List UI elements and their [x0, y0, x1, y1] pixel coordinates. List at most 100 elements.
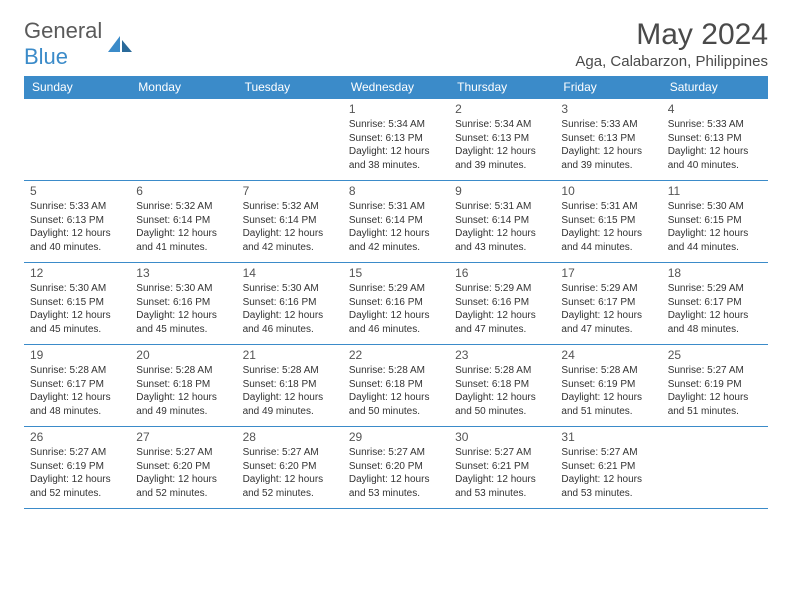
- day-cell: 21 Sunrise: 5:28 AMSunset: 6:18 PMDayligh…: [237, 345, 343, 427]
- day-cell: 2 Sunrise: 5:34 AMSunset: 6:13 PMDaylight…: [449, 99, 555, 181]
- day-header-monday: Monday: [130, 76, 236, 99]
- day-cell: 13Sunrise: 5:30 AMSunset: 6:16 PMDayligh…: [130, 263, 236, 345]
- day-number: 6: [136, 184, 230, 198]
- day-header-tuesday: Tuesday: [237, 76, 343, 99]
- day-number: 18: [668, 266, 762, 280]
- day-number: 7: [243, 184, 337, 198]
- day-info: Sunrise: 5:30 AMSunset: 6:16 PMDaylight:…: [243, 282, 337, 336]
- logo-text-2: Blue: [24, 44, 68, 69]
- day-number: 13: [136, 266, 230, 280]
- day-cell: 26 Sunrise: 5:27 AMSunset: 6:19 PMDayligh…: [24, 427, 130, 509]
- day-header-friday: Friday: [555, 76, 661, 99]
- day-info: Sunrise: 5:29 AMSunset: 6:17 PMDaylight:…: [561, 282, 655, 336]
- day-cell: 31Sunrise: 5:27 AMSunset: 6:21 PMDayligh…: [555, 427, 661, 509]
- day-number: 15: [349, 266, 443, 280]
- day-number: 8: [349, 184, 443, 198]
- day-cell: 29Sunrise: 5:27 AMSunset: 6:20 PMDayligh…: [343, 427, 449, 509]
- day-info: Sunrise: 5:27 AMSunset: 6:21 PMDaylight:…: [561, 446, 655, 500]
- month-title: May 2024: [575, 18, 768, 51]
- week-row: 1Sunrise: 5:34 AMSunset: 6:13 PMDaylight…: [24, 99, 768, 181]
- day-cell: 9Sunrise: 5:31 AMSunset: 6:14 PMDaylight…: [449, 181, 555, 263]
- day-info: Sunrise: 5:30 AMSunset: 6:15 PMDaylight:…: [668, 200, 762, 254]
- day-number: 25: [668, 348, 762, 362]
- title-block: May 2024 Aga, Calabarzon, Philippines: [575, 18, 768, 70]
- logo-sail-icon: [106, 34, 134, 54]
- day-info: Sunrise: 5:28 AMSunset: 6:17 PMDaylight:…: [30, 364, 124, 418]
- day-cell: 17 Sunrise: 5:29 AMSunset: 6:17 PMDayligh…: [555, 263, 661, 345]
- day-info: Sunrise: 5:27 AMSunset: 6:20 PMDaylight:…: [136, 446, 230, 500]
- day-cell: 22 Sunrise: 5:28 AMSunset: 6:18 PMDayligh…: [343, 345, 449, 427]
- day-info: Sunrise: 5:29 AMSunset: 6:17 PMDaylight:…: [668, 282, 762, 336]
- day-cell: 18 Sunrise: 5:29 AMSunset: 6:17 PMDayligh…: [662, 263, 768, 345]
- day-info: Sunrise: 5:27 AMSunset: 6:20 PMDaylight:…: [243, 446, 337, 500]
- day-number: 28: [243, 430, 337, 444]
- day-info: Sunrise: 5:29 AMSunset: 6:16 PMDaylight:…: [349, 282, 443, 336]
- week-row: 5Sunrise: 5:33 AMSunset: 6:13 PMDaylight…: [24, 181, 768, 263]
- day-info: Sunrise: 5:31 AMSunset: 6:14 PMDaylight:…: [349, 200, 443, 254]
- day-number: 17: [561, 266, 655, 280]
- day-number: 16: [455, 266, 549, 280]
- day-cell: [662, 427, 768, 509]
- day-header-wednesday: Wednesday: [343, 76, 449, 99]
- day-info: Sunrise: 5:32 AMSunset: 6:14 PMDaylight:…: [243, 200, 337, 254]
- day-cell: 28 Sunrise: 5:27 AMSunset: 6:20 PMDayligh…: [237, 427, 343, 509]
- day-cell: 7 Sunrise: 5:32 AMSunset: 6:14 PMDaylight…: [237, 181, 343, 263]
- day-info: Sunrise: 5:33 AMSunset: 6:13 PMDaylight:…: [561, 118, 655, 172]
- day-number: 22: [349, 348, 443, 362]
- day-info: Sunrise: 5:29 AMSunset: 6:16 PMDaylight:…: [455, 282, 549, 336]
- header: General Blue May 2024 Aga, Calabarzon, P…: [24, 18, 768, 70]
- day-cell: 15 Sunrise: 5:29 AMSunset: 6:16 PMDayligh…: [343, 263, 449, 345]
- calendar-table: Sunday Monday Tuesday Wednesday Thursday…: [24, 76, 768, 509]
- location-text: Aga, Calabarzon, Philippines: [575, 53, 768, 70]
- day-header-thursday: Thursday: [449, 76, 555, 99]
- day-info: Sunrise: 5:28 AMSunset: 6:18 PMDaylight:…: [243, 364, 337, 418]
- day-cell: 25 Sunrise: 5:27 AMSunset: 6:19 PMDayligh…: [662, 345, 768, 427]
- day-number: 27: [136, 430, 230, 444]
- day-header-saturday: Saturday: [662, 76, 768, 99]
- day-number: 29: [349, 430, 443, 444]
- day-number: 14: [243, 266, 337, 280]
- week-row: 12Sunrise: 5:30 AMSunset: 6:15 PMDayligh…: [24, 263, 768, 345]
- day-info: Sunrise: 5:28 AMSunset: 6:18 PMDaylight:…: [136, 364, 230, 418]
- day-number: 21: [243, 348, 337, 362]
- day-cell: 24 Sunrise: 5:28 AMSunset: 6:19 PMDayligh…: [555, 345, 661, 427]
- day-cell: 4Sunrise: 5:33 AMSunset: 6:13 PMDaylight…: [662, 99, 768, 181]
- day-info: Sunrise: 5:27 AMSunset: 6:19 PMDaylight:…: [668, 364, 762, 418]
- day-number: 11: [668, 184, 762, 198]
- day-info: Sunrise: 5:27 AMSunset: 6:21 PMDaylight:…: [455, 446, 549, 500]
- day-info: Sunrise: 5:28 AMSunset: 6:19 PMDaylight:…: [561, 364, 655, 418]
- week-row: 26 Sunrise: 5:27 AMSunset: 6:19 PMDayligh…: [24, 427, 768, 509]
- logo-text-1: General: [24, 18, 102, 43]
- day-cell: 11 Sunrise: 5:30 AMSunset: 6:15 PMDayligh…: [662, 181, 768, 263]
- day-number: 3: [561, 102, 655, 116]
- day-header-sunday: Sunday: [24, 76, 130, 99]
- week-row: 19Sunrise: 5:28 AMSunset: 6:17 PMDayligh…: [24, 345, 768, 427]
- day-header-row: Sunday Monday Tuesday Wednesday Thursday…: [24, 76, 768, 99]
- day-cell: 5Sunrise: 5:33 AMSunset: 6:13 PMDaylight…: [24, 181, 130, 263]
- day-number: 26: [30, 430, 124, 444]
- day-info: Sunrise: 5:28 AMSunset: 6:18 PMDaylight:…: [455, 364, 549, 418]
- day-number: 23: [455, 348, 549, 362]
- day-number: 2: [455, 102, 549, 116]
- day-number: 12: [30, 266, 124, 280]
- day-info: Sunrise: 5:34 AMSunset: 6:13 PMDaylight:…: [349, 118, 443, 172]
- day-number: 4: [668, 102, 762, 116]
- day-cell: 14 Sunrise: 5:30 AMSunset: 6:16 PMDayligh…: [237, 263, 343, 345]
- day-number: 24: [561, 348, 655, 362]
- day-info: Sunrise: 5:31 AMSunset: 6:15 PMDaylight:…: [561, 200, 655, 254]
- day-info: Sunrise: 5:32 AMSunset: 6:14 PMDaylight:…: [136, 200, 230, 254]
- day-cell: 12Sunrise: 5:30 AMSunset: 6:15 PMDayligh…: [24, 263, 130, 345]
- day-cell: 19Sunrise: 5:28 AMSunset: 6:17 PMDayligh…: [24, 345, 130, 427]
- day-number: 5: [30, 184, 124, 198]
- day-number: 20: [136, 348, 230, 362]
- day-cell: 1Sunrise: 5:34 AMSunset: 6:13 PMDaylight…: [343, 99, 449, 181]
- day-info: Sunrise: 5:28 AMSunset: 6:18 PMDaylight:…: [349, 364, 443, 418]
- day-info: Sunrise: 5:27 AMSunset: 6:19 PMDaylight:…: [30, 446, 124, 500]
- day-number: 10: [561, 184, 655, 198]
- day-number: 9: [455, 184, 549, 198]
- day-cell: 10 Sunrise: 5:31 AMSunset: 6:15 PMDayligh…: [555, 181, 661, 263]
- logo: General Blue: [24, 18, 134, 70]
- day-cell: 30Sunrise: 5:27 AMSunset: 6:21 PMDayligh…: [449, 427, 555, 509]
- day-info: Sunrise: 5:34 AMSunset: 6:13 PMDaylight:…: [455, 118, 549, 172]
- day-cell: 27 Sunrise: 5:27 AMSunset: 6:20 PMDayligh…: [130, 427, 236, 509]
